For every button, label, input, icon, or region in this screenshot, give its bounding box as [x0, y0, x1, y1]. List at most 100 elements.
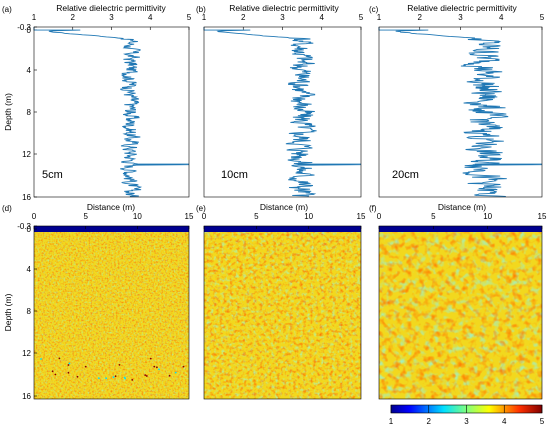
panel-label-e: (e): [196, 204, 206, 213]
panel-f-x-tick-label: 15: [538, 212, 547, 221]
panel-a-top-axis-title: Relative dielectric permittivity: [56, 3, 166, 13]
panel-d-dot: [123, 376, 126, 379]
panel-f-heatmap: [379, 226, 542, 399]
panel-d-dot: [144, 374, 147, 376]
panel-a-x-tick-label: 1: [32, 13, 37, 22]
panel-e-surface-layer: [204, 226, 361, 232]
panel-d-dot: [97, 377, 100, 379]
panel-e-axes-box: [203, 225, 362, 400]
colorbar-tick-label: 5: [540, 417, 545, 426]
panel-c-x-tick-label: 3: [458, 13, 463, 22]
panel-a-trace: [33, 27, 190, 197]
panel-e: (e) Distance (m) 0 5 10 15: [196, 202, 366, 400]
panel-b-x-tick-label: 2: [241, 13, 246, 22]
panel-d-x-tick-label: 0: [32, 212, 37, 221]
panel-c-axes-box: [378, 26, 543, 198]
panel-f-surface-layer: [379, 226, 542, 232]
panel-e-x-tick-label: 15: [357, 212, 366, 221]
panel-d-ticks: 0 5 10 15 -0.30 4 8 12 16 Depth (m): [3, 212, 194, 401]
panel-c-x-tick-label: 1: [377, 13, 382, 22]
panel-b-axes-box: [203, 26, 362, 198]
panel-b-ticks: 1 2 3 4 5: [202, 13, 364, 30]
panel-d-dot: [156, 366, 158, 369]
panel-c-x-tick-label: 2: [418, 13, 423, 22]
panel-d-dot: [131, 379, 134, 381]
panel-a-y-tick-label: 0: [27, 26, 32, 35]
colorbar-tick-label: 1: [389, 417, 394, 426]
panel-b-top-axis-title: Relative dielectric permittivity: [229, 3, 339, 13]
panel-c: (c) Relative dielectric permittivity 1 2 3…: [369, 3, 545, 198]
panel-b-permittivity-line: [203, 27, 362, 197]
panel-f-axes-box: [378, 225, 543, 400]
panel-d-dot: [58, 357, 61, 360]
colorbar-tick-label: 4: [502, 417, 507, 426]
panel-c-top-axis-title: Relative dielectric permittivity: [407, 3, 517, 13]
panel-d-dot: [54, 373, 57, 376]
panel-d-y-tick-label: 4: [27, 265, 32, 274]
panel-a-y-tick-label: 8: [27, 108, 32, 117]
panel-a-y-tick-label: -0.3: [17, 23, 31, 32]
panel-f-x-tick-label: 5: [431, 212, 436, 221]
panel-d-y-tick-label: 16: [22, 392, 31, 401]
panel-d-dot: [153, 365, 156, 368]
panel-a-permittivity-line: [33, 27, 190, 197]
colorbar-tick-label: 3: [464, 417, 469, 426]
panel-b-trace: [203, 27, 362, 197]
panel-f-x-tick-label: 0: [377, 212, 382, 221]
panel-e-heatmap: [204, 226, 361, 399]
panel-e-x-tick-label: 0: [202, 212, 207, 221]
panel-a-y-tick-label: 12: [22, 150, 31, 159]
panel-c-annotation: 20cm: [392, 169, 419, 181]
panel-b-x-tick-label: 3: [280, 13, 285, 22]
panel-d-x-tick-label: 5: [83, 212, 88, 221]
panel-b-x-tick-label: 4: [320, 13, 325, 22]
panel-b-x-tick-label: 5: [359, 13, 364, 22]
panel-d-dot: [67, 371, 70, 374]
panel-e-top-axis-title: Distance (m): [260, 202, 308, 212]
panel-label-a: (a): [2, 5, 12, 14]
panel-d-y-axis-label: Depth (m): [3, 293, 13, 331]
panel-d-dot: [40, 358, 42, 360]
panel-d-top-axis-title: Distance (m): [87, 202, 135, 212]
panel-a-x-tick-label: 5: [187, 13, 192, 22]
panel-a-annotation: 5cm: [42, 169, 63, 181]
panel-label-c: (c): [369, 5, 379, 14]
panel-d-x-tick-label: 15: [185, 212, 194, 221]
colorbar: 1 2 3 4 5: [389, 404, 545, 426]
panel-e-x-tick-label: 5: [254, 212, 259, 221]
panel-b: (b) Relative dielectric permittivity 1 2 3…: [196, 3, 364, 198]
panel-label-d: (d): [2, 204, 12, 213]
panel-e-x-tick-label: 10: [304, 212, 313, 221]
panel-d-heatmap: [34, 226, 189, 399]
panel-d-dot: [114, 375, 117, 378]
panel-a-x-tick-label: 4: [148, 13, 153, 22]
panel-d-y-tick-label: 8: [27, 307, 32, 316]
panel-c-trace: [378, 27, 543, 197]
panel-c-x-tick-label: 4: [499, 13, 504, 22]
panel-d-dot: [168, 374, 171, 377]
panel-d-y-tick-label: 12: [22, 349, 31, 358]
panel-d-dot: [149, 357, 152, 360]
panel-d-scatter-dots: [40, 357, 185, 381]
panel-d-dot: [67, 364, 70, 366]
panel-d-axes-box: [33, 225, 190, 400]
panel-c-x-tick-label: 5: [540, 13, 545, 22]
panel-d-dot: [112, 376, 115, 379]
panel-d-dot: [51, 370, 54, 373]
colorbar-ticks: 1 2 3 4 5: [389, 405, 545, 426]
panel-d-dot: [84, 365, 87, 368]
panel-d-dot: [76, 375, 79, 378]
panel-f-top-axis-title: Distance (m): [438, 202, 486, 212]
panel-b-annotation: 10cm: [221, 169, 248, 181]
panel-c-permittivity-line: [378, 27, 543, 197]
panel-a-x-tick-label: 3: [109, 13, 114, 22]
panel-d-dot: [182, 365, 185, 368]
panel-label-f: (f): [369, 204, 377, 213]
panel-b-x-tick-label: 1: [202, 13, 207, 22]
panel-d-surface-layer: [34, 226, 189, 232]
panel-f-x-tick-label: 10: [483, 212, 492, 221]
panel-c-ticks: 1 2 3 4 5: [377, 13, 545, 30]
